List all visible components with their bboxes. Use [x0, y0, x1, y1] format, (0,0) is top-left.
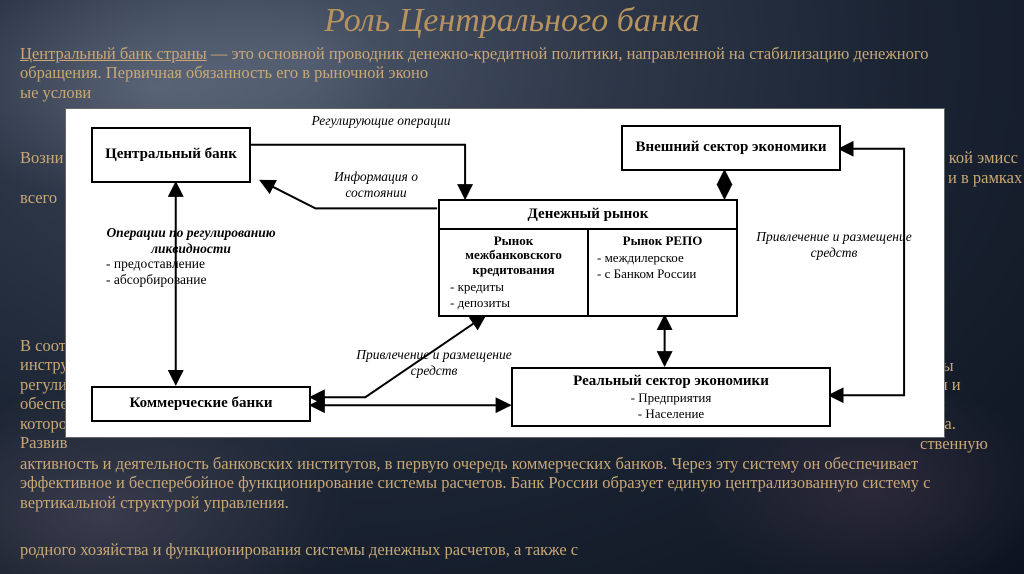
money-sub-left-title: Рынок межбанковского кредитования — [444, 234, 583, 277]
money-sub-container: Рынок межбанковского кредитования - кред… — [440, 228, 736, 315]
para1-tail: ые услови — [20, 83, 91, 102]
node-money-market: Денежный рынок Рынок межбанковского кред… — [438, 199, 738, 317]
paragraph-4: активность и деятельность банковских инс… — [20, 454, 1004, 512]
node-real-items: - Предприятия - Население — [631, 390, 712, 421]
para2-b: кой эмисс — [948, 148, 1018, 167]
node-external-sector: Внешний сектор экономики — [621, 125, 841, 171]
label-liquidity-plain: - предоставление - абсорбирование — [106, 256, 276, 287]
node-central-bank: Центральный банк — [91, 127, 251, 183]
node-money-title: Денежный рынок — [528, 201, 649, 228]
label-attract-2: Привлечение и размещение средств — [354, 347, 514, 378]
money-sub-right-items: - междилерское - с Банком России — [593, 250, 732, 282]
money-sub-left-items: - кредиты - депозиты — [444, 279, 583, 311]
paragraph-5: родного хозяйства и функционирования сис… — [20, 540, 1004, 559]
diagram-container: Центральный банк Внешний сектор экономик… — [65, 108, 945, 438]
label-attract-1: Привлечение и размещение средств — [754, 229, 914, 260]
node-commercial-title: Коммерческие банки — [130, 395, 273, 412]
money-sub-right-title: Рынок РЕПО — [593, 234, 732, 248]
label-info: Информация о состоянии — [306, 169, 446, 200]
para1-lead: Центральный банк страны — [20, 44, 207, 63]
money-sub-left: Рынок межбанковского кредитования - кред… — [440, 230, 589, 315]
slide-title: Роль Центрального банка — [0, 2, 1024, 40]
label-liquidity: Операции по регулированию ликвидности - … — [106, 225, 276, 287]
node-external-title: Внешний сектор экономики — [636, 139, 827, 156]
para2-a: Возни — [20, 148, 70, 167]
paragraph-1: Центральный банк страны — это основной п… — [20, 44, 1004, 102]
label-liquidity-bold: Операции по регулированию ликвидности — [106, 225, 276, 256]
node-commercial-banks: Коммерческие банки — [91, 386, 311, 422]
para2-c: и в рамках — [948, 168, 1024, 187]
label-reg-ops: Регулирующие операции — [306, 113, 456, 129]
node-real-title: Реальный сектор экономики — [573, 373, 769, 390]
node-real-sector: Реальный сектор экономики - Предприятия … — [511, 367, 831, 427]
money-sub-right: Рынок РЕПО - междилерское - с Банком Рос… — [589, 230, 736, 315]
node-central-bank-title: Центральный банк — [105, 146, 237, 163]
